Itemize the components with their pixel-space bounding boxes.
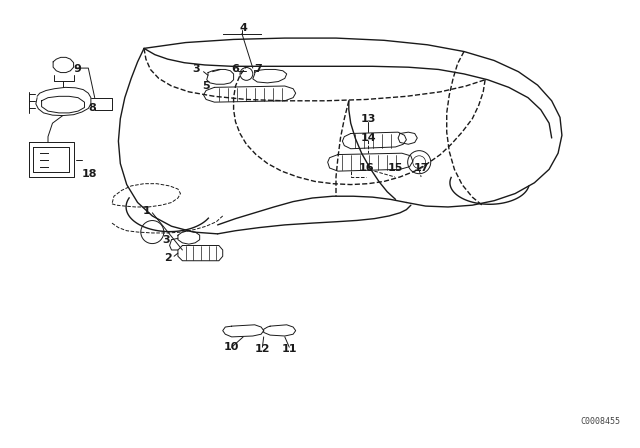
Text: 3: 3	[192, 65, 200, 74]
Text: 10: 10	[224, 342, 239, 352]
Text: 3: 3	[162, 235, 170, 245]
Text: 18: 18	[82, 169, 97, 179]
Text: 6: 6	[232, 65, 239, 74]
Text: 9: 9	[74, 65, 81, 74]
Text: 7: 7	[255, 65, 262, 74]
Text: 17: 17	[413, 163, 429, 173]
Text: 8: 8	[88, 103, 96, 112]
Text: 1: 1	[143, 206, 150, 215]
Text: 12: 12	[255, 344, 270, 353]
Text: C0008455: C0008455	[581, 417, 621, 426]
Text: 2: 2	[164, 253, 172, 263]
Text: 16: 16	[358, 163, 374, 173]
Text: 14: 14	[360, 133, 376, 143]
Text: 11: 11	[282, 344, 297, 353]
Text: 4: 4	[239, 23, 247, 33]
Text: 13: 13	[360, 114, 376, 124]
Text: 5: 5	[202, 81, 210, 91]
Text: 15: 15	[387, 163, 403, 173]
